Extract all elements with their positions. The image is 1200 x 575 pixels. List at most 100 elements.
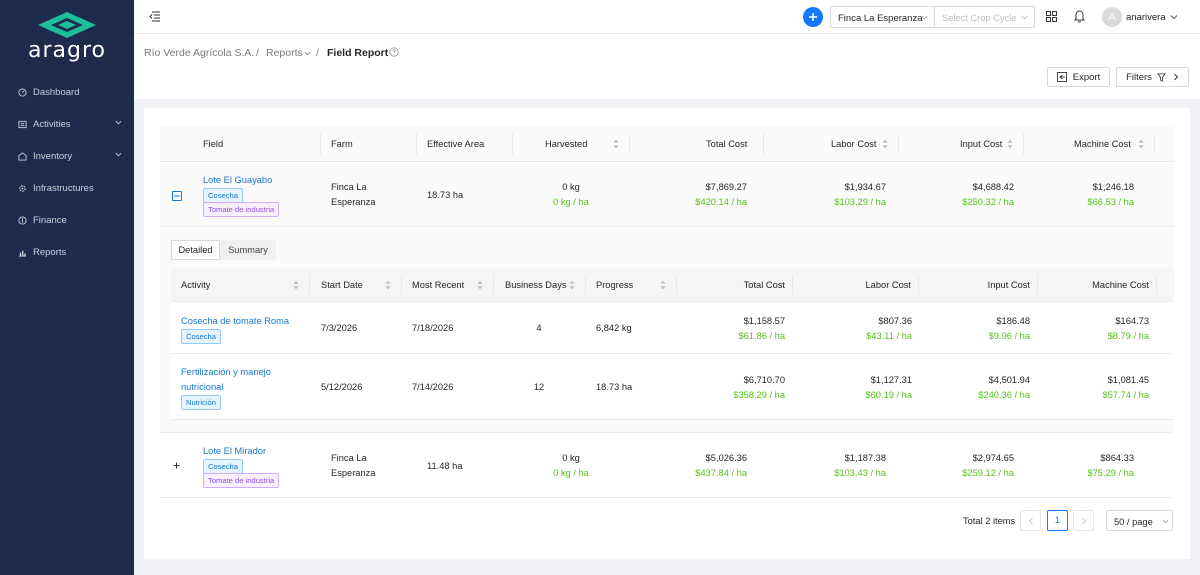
table-row[interactable]: [160, 433, 1174, 498]
column-header-effective-area: Effective Area: [427, 139, 485, 149]
breadcrumb-reports[interactable]: Reports: [266, 47, 303, 59]
table-header: Field Farm Effective Area Harvested Tota…: [160, 126, 1174, 162]
sort-icon[interactable]: [613, 139, 619, 149]
column-header-start-date[interactable]: Start Date: [321, 280, 363, 290]
table-row[interactable]: [171, 302, 1174, 354]
detail-table-header: Activity Start Date Most Recent Business…: [171, 268, 1174, 302]
farm-name-line1: Finca La: [331, 182, 367, 192]
tag-crop: Tomate de industria: [203, 473, 280, 488]
chevron-down-icon: [115, 152, 122, 157]
filters-button[interactable]: Filters: [1116, 67, 1189, 87]
sort-icon[interactable]: [882, 139, 888, 149]
field-name-link[interactable]: Lote El Guayabo: [203, 175, 273, 185]
activity-link-line2[interactable]: nutricional: [181, 382, 224, 392]
pagination-page-1[interactable]: 1: [1047, 510, 1068, 531]
chevron-down-icon: [1162, 519, 1169, 524]
sidebar-item-reports[interactable]: Reports: [0, 241, 134, 263]
activity-link[interactable]: Fertilización y manejo: [181, 367, 271, 377]
filter-icon: [1157, 72, 1166, 82]
crop-cycle-select[interactable]: Select Crop Cycle: [935, 6, 1035, 28]
column-header-business-days[interactable]: Business Days: [505, 280, 567, 290]
pagination-prev-button[interactable]: [1020, 510, 1041, 531]
labor-cost-per-ha: $103.43 / ha: [834, 468, 886, 478]
sidebar-item-dashboard[interactable]: Dashboard: [0, 81, 134, 103]
field-name-link[interactable]: Lote El Mirador: [203, 446, 267, 456]
harvested: 0 kg: [562, 453, 580, 463]
column-header-progress[interactable]: Progress: [596, 280, 634, 290]
top-bar: Finca La Esperanza Select Crop Cycle A a…: [134, 0, 1200, 34]
machine-cost-per-ha: $66.53 / ha: [1087, 197, 1134, 207]
help-circle-icon[interactable]: [389, 47, 399, 57]
chevron-down-icon[interactable]: [1170, 13, 1178, 21]
column-header-activity[interactable]: Activity: [181, 280, 211, 290]
input-cost-per-ha: $240.36 / ha: [978, 390, 1030, 400]
tab-detailed[interactable]: Detailed: [171, 240, 220, 260]
sort-icon[interactable]: [569, 280, 575, 290]
chevron-down-icon: [1021, 15, 1028, 20]
menu-collapse-icon[interactable]: [149, 11, 161, 22]
collapse-row-button[interactable]: [172, 191, 182, 201]
expand-row-plus-icon[interactable]: [173, 462, 180, 469]
chevron-down-icon[interactable]: [304, 50, 311, 57]
sidebar-item-infrastructures[interactable]: Infrastructures: [0, 177, 134, 199]
logo-text: aragro: [28, 38, 106, 63]
sort-icon[interactable]: [660, 280, 666, 290]
export-label: Export: [1072, 71, 1101, 83]
sidebar-item-finance[interactable]: Finance: [0, 209, 134, 231]
sort-icon[interactable]: [293, 280, 299, 290]
breadcrumb-company[interactable]: Río Verde Agrícola S.A.: [144, 47, 255, 59]
plus-icon: [809, 13, 817, 21]
effective-area: 11.48 ha: [427, 461, 463, 471]
farm-select[interactable]: Finca La Esperanza: [830, 6, 935, 28]
chevron-left-icon: [1028, 517, 1033, 524]
machine-cost: $164.73: [1115, 316, 1149, 326]
column-header-input-cost[interactable]: Input Cost: [960, 139, 1003, 149]
column-header-most-recent[interactable]: Most Recent: [412, 280, 465, 290]
tag-cosecha: Cosecha: [203, 459, 243, 474]
total-cost: $1,158.57: [743, 316, 785, 326]
labor-cost: $1,187.38: [844, 453, 886, 463]
pagination-total: Total 2 items: [963, 516, 1016, 526]
column-header-machine-cost: Machine Cost: [1092, 280, 1149, 290]
sidebar-item-activities[interactable]: Activities: [0, 113, 134, 135]
harvested-per-ha: 0 kg / ha: [553, 468, 589, 478]
add-button[interactable]: [803, 7, 823, 27]
sort-icon[interactable]: [1138, 139, 1144, 149]
sort-icon[interactable]: [385, 280, 391, 290]
page-header: [134, 34, 1200, 99]
farm-name-line2: Esperanza: [331, 468, 376, 478]
sidebar-item-inventory[interactable]: Inventory: [0, 145, 134, 167]
table-row[interactable]: [160, 163, 1174, 227]
sort-icon[interactable]: [477, 280, 483, 290]
column-header-input-cost: Input Cost: [987, 280, 1030, 290]
machine-cost: $1,246.18: [1092, 182, 1134, 192]
sidebar-item-label: Infrastructures: [33, 182, 94, 194]
column-header-labor-cost[interactable]: Labor Cost: [831, 139, 877, 149]
sort-icon[interactable]: [1007, 139, 1013, 149]
harvested: 0 kg: [562, 182, 580, 192]
sidebar-item-label: Reports: [33, 246, 67, 258]
sidebar: aragro Dashboard Activities Inventory In…: [0, 0, 134, 575]
page-size-select[interactable]: 50 / page: [1106, 510, 1173, 531]
farm-name-line1: Finca La: [331, 453, 367, 463]
export-button[interactable]: Export: [1047, 67, 1110, 87]
finance-icon: [17, 215, 27, 225]
avatar[interactable]: A: [1102, 7, 1122, 27]
column-header-machine-cost[interactable]: Machine Cost: [1074, 139, 1131, 149]
input-cost: $4,501.94: [988, 375, 1030, 385]
most-recent-date: 7/14/2026: [412, 382, 454, 392]
activity-link[interactable]: Cosecha de tomate Roma: [181, 316, 290, 326]
username[interactable]: anarivera: [1126, 12, 1166, 23]
total-cost: $5,026.36: [705, 453, 747, 463]
table-row[interactable]: [171, 354, 1174, 420]
dashboard-icon: [17, 87, 27, 97]
machine-cost-per-ha: $75.29 / ha: [1087, 468, 1134, 478]
pagination-next-button[interactable]: [1073, 510, 1094, 531]
apps-grid-icon[interactable]: [1046, 11, 1057, 22]
bell-icon[interactable]: [1074, 10, 1085, 23]
start-date: 7/3/2026: [321, 323, 358, 333]
tab-summary[interactable]: Summary: [220, 240, 276, 260]
minus-icon: [174, 195, 180, 197]
tag-cosecha: Cosecha: [203, 188, 243, 203]
column-header-harvested[interactable]: Harvested: [545, 139, 588, 149]
